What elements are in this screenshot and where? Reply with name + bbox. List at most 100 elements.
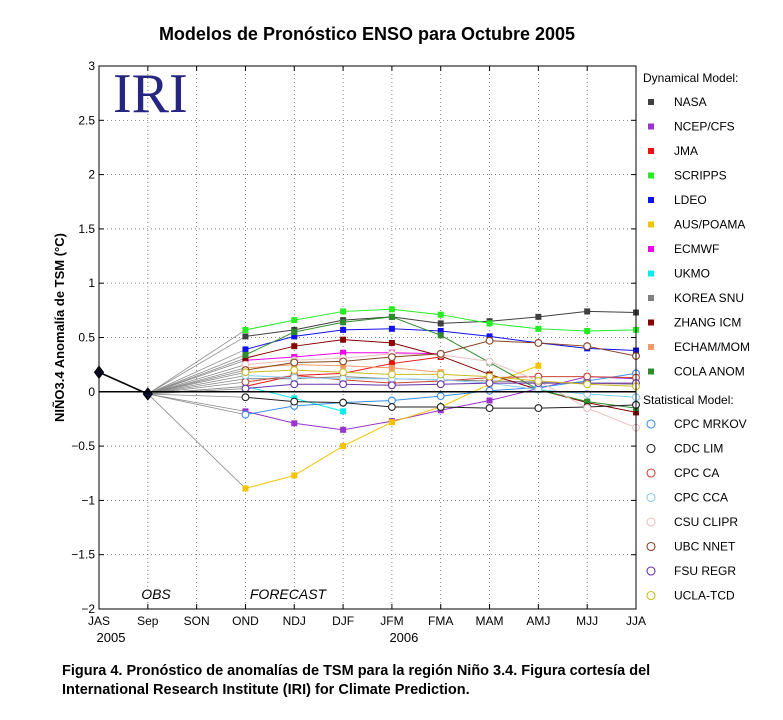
point-ucla-tcd bbox=[436, 370, 445, 379]
legend-marker-echam-mom bbox=[648, 344, 654, 350]
legend-group-title: Statistical Model: bbox=[643, 393, 734, 407]
point-nasa bbox=[242, 333, 249, 340]
point-aus-poama bbox=[535, 362, 542, 369]
guide-line-csu-clipr bbox=[147, 364, 246, 395]
legend-marker-ecmwf bbox=[648, 246, 654, 252]
year-label: 2005 bbox=[97, 630, 126, 645]
legend-marker-cpc-cca bbox=[646, 492, 656, 503]
legend-marker-ucla-tcd bbox=[646, 590, 656, 601]
legend-label-scripps: SCRIPPS bbox=[674, 169, 727, 183]
grid-lines bbox=[99, 66, 636, 609]
caption-line-2: International Research Institute (IRI) f… bbox=[62, 682, 470, 698]
guide-line-cola-anom bbox=[147, 354, 246, 395]
point-cpc-ca bbox=[241, 378, 250, 386]
point-ucla-tcd bbox=[387, 370, 396, 379]
point-ubc-nnet bbox=[290, 358, 299, 367]
point-ldeo bbox=[340, 326, 347, 333]
point-cdc-lim bbox=[290, 397, 299, 406]
chart-title: Modelos de Pronóstico ENSO para Octubre … bbox=[159, 24, 575, 44]
point-ubc-nnet bbox=[485, 336, 494, 345]
legend-label-cola-anom: COLA ANOM bbox=[674, 365, 745, 379]
point-cola-anom bbox=[242, 351, 249, 358]
point-cpc-mrkov bbox=[436, 392, 445, 401]
point-echam-mom bbox=[388, 364, 395, 371]
x-tick-label: FMA bbox=[428, 614, 453, 628]
legend-marker-ldeo bbox=[648, 197, 654, 203]
guide-line-ncep-cfs bbox=[147, 393, 246, 412]
guide-line-cpc-mrkov bbox=[147, 393, 246, 415]
point-ecmwf bbox=[340, 349, 347, 356]
x-tick-label: OND bbox=[232, 614, 259, 628]
legend-label-ucla-tcd: UCLA-TCD bbox=[674, 589, 735, 603]
observed-line bbox=[98, 371, 149, 395]
guide-line-nasa bbox=[147, 336, 246, 395]
point-cdc-lim bbox=[485, 404, 494, 413]
point-cdc-lim bbox=[339, 398, 348, 407]
point-aus-poama bbox=[291, 472, 298, 479]
point-ukmo bbox=[340, 408, 347, 415]
point-fsu-regr bbox=[339, 380, 348, 389]
x-tick-label: NDJ bbox=[283, 614, 306, 628]
guide-line-zhang-icm bbox=[147, 357, 246, 395]
point-aus-poama bbox=[340, 443, 347, 450]
forecast-label: FORECAST bbox=[250, 586, 328, 602]
series-ubc-nnet bbox=[241, 336, 640, 375]
point-ldeo bbox=[437, 327, 444, 334]
legend-label-csu-clipr: CSU CLIPR bbox=[674, 515, 738, 529]
point-ldeo bbox=[242, 346, 249, 353]
y-axis-ticks: 3 2.5 2 1.5 1 0.5 0 −0.5 −1 −1.5 −2 bbox=[71, 59, 636, 616]
y-tick-label: 1 bbox=[88, 276, 95, 290]
guide-line-ucla-tcd bbox=[147, 371, 246, 395]
point-ubc-nnet bbox=[387, 353, 396, 361]
legend-label-nasa: NASA bbox=[674, 95, 707, 109]
point-cola-anom bbox=[584, 398, 591, 405]
point-scripps bbox=[340, 308, 347, 315]
legend-group-title: Dynamical Model: bbox=[643, 71, 738, 85]
point-zhang-icm bbox=[242, 355, 249, 362]
guide-line-ldeo bbox=[147, 349, 246, 395]
point-scripps bbox=[584, 327, 591, 334]
x-tick-label: JFM bbox=[380, 614, 403, 628]
legend-label-ecmwf: ECMWF bbox=[674, 242, 719, 256]
legend-label-cpc-cca: CPC CCA bbox=[674, 491, 728, 505]
legend-marker-zhang-icm bbox=[648, 319, 654, 326]
point-jma bbox=[388, 360, 395, 367]
y-axis-label: NIÑO3.4 Anomalía de TSM (°C) bbox=[52, 233, 67, 422]
point-cdc-lim bbox=[534, 404, 543, 413]
point-csu-clipr bbox=[583, 404, 592, 413]
point-aus-poama bbox=[388, 419, 395, 426]
point-scripps bbox=[486, 320, 493, 327]
legend-marker-cola-anom bbox=[648, 368, 654, 375]
series-ldeo bbox=[242, 325, 639, 354]
forecast-guide-lines bbox=[147, 329, 246, 489]
legend-marker-ubc-nnet bbox=[646, 541, 656, 552]
observed-point bbox=[142, 387, 153, 401]
y-tick-label: 1.5 bbox=[78, 222, 95, 236]
guide-line-cdc-lim bbox=[147, 393, 246, 398]
point-ucla-tcd bbox=[534, 376, 543, 385]
legend-label-ncep-cfs: NCEP/CFS bbox=[674, 120, 735, 134]
series-layer bbox=[241, 306, 640, 492]
legend-marker-nasa bbox=[648, 99, 654, 105]
point-cdc-lim bbox=[436, 403, 445, 411]
point-ubc-nnet bbox=[583, 342, 592, 351]
x-tick-label: SON bbox=[184, 614, 210, 628]
legend-label-fsu-regr: FSU REGR bbox=[674, 564, 736, 578]
iri-logo: IRI bbox=[113, 63, 188, 125]
y-tick-label: −1.5 bbox=[71, 548, 95, 562]
x-tick-label: AMJ bbox=[526, 614, 550, 628]
point-scripps bbox=[388, 306, 395, 313]
legend-label-cpc-ca: CPC CA bbox=[674, 466, 719, 480]
point-csu-clipr bbox=[485, 357, 494, 366]
x-tick-label: DJF bbox=[332, 614, 354, 628]
legend-label-ubc-nnet: UBC NNET bbox=[674, 540, 736, 554]
point-ubc-nnet bbox=[436, 349, 445, 358]
x-tick-label: JAS bbox=[88, 614, 110, 628]
legend-label-cdc-lim: CDC LIM bbox=[674, 442, 723, 456]
point-cola-anom bbox=[437, 332, 444, 339]
point-ldeo bbox=[388, 325, 395, 332]
point-nasa bbox=[535, 313, 542, 320]
point-nasa bbox=[437, 320, 444, 327]
legend-marker-aus-poama bbox=[648, 221, 654, 228]
point-cdc-lim bbox=[387, 403, 396, 411]
